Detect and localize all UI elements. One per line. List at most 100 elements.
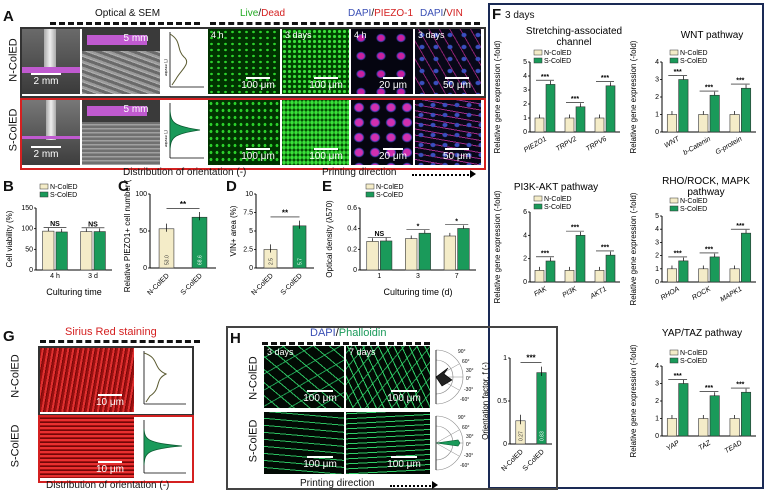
header-dash <box>50 22 200 25</box>
panel-label-f: F <box>492 6 502 23</box>
bar-f3-2-1 <box>605 254 616 283</box>
sirius-red-s: 10 μm <box>40 417 134 478</box>
chart-h: 0 0.5 1 Orientation factor, f (-) 0.27 N-ColE… <box>481 354 552 473</box>
bar-e-0-1 <box>380 240 393 271</box>
polar-n-90: 90° <box>458 349 466 355</box>
annotation-f3-1: *** <box>571 225 579 232</box>
bar-f3-1-0 <box>564 270 575 283</box>
a-row-top-frame <box>20 27 486 98</box>
annotation-f2-0: *** <box>674 69 682 76</box>
legend-swatch-b-0 <box>39 183 49 190</box>
legend-swatch-f1-0 <box>533 49 543 56</box>
x-tick-label-e-0: 1 <box>377 273 381 280</box>
g-row-top: N-ColED <box>9 354 22 398</box>
a-row-top-label: N-ColED <box>7 38 20 82</box>
polar-s-0: 0° <box>466 442 471 448</box>
header-optical-sem: Optical & SEM <box>95 8 161 19</box>
annotation-f5-1: *** <box>705 385 713 392</box>
x-tick-label-f2-1: b-Catenin <box>682 136 712 157</box>
vin-3d-s: 50 μm <box>415 100 481 165</box>
legend-label-f2-1: S-ColED <box>680 58 707 65</box>
header-vin: DAPI/VIN <box>420 8 463 19</box>
bar-e-1-0 <box>405 238 418 271</box>
time-4h-piezo: 4 h <box>354 30 367 40</box>
y-tick-label-f1-1: 1 <box>523 115 527 122</box>
y-tick-label-f5-4: 4 <box>655 363 659 370</box>
chart-title-f3-0: PI3K-AKT pathway <box>514 182 598 193</box>
legend-swatch-f3-1 <box>533 203 543 210</box>
value-label-c-1: 68.6 <box>198 255 204 265</box>
y-tick-label-e-3: 0.6 <box>347 205 357 212</box>
x-tick-label-d-1: S-ColED <box>280 272 304 296</box>
y-tick-label-f4-1: 1 <box>655 266 659 273</box>
phalloidin-3d-n: 3 days 100 μm <box>264 346 344 408</box>
annotation-f3-2: *** <box>601 245 609 252</box>
chart-e: 0 0.2 0.4 0.6 Optical density (λ570) NS 1 * 3 * 7 N… <box>325 183 476 297</box>
scale-100-s1: 100 μm <box>241 151 275 162</box>
g-row-bottom: S-ColED <box>9 424 22 468</box>
annotation-f2-1: *** <box>705 85 713 92</box>
bar-b-1-0 <box>80 231 93 271</box>
x-tick-label-f5-0: YAP <box>665 440 681 453</box>
panel-f-frame <box>488 3 764 489</box>
x-tick-label-f4-1: ROCK <box>691 286 712 302</box>
legend-swatch-f4-0 <box>669 197 679 204</box>
bar-b-0-1 <box>55 231 68 271</box>
bar-f1-1-1 <box>575 106 586 133</box>
bar-f5-1-0 <box>698 418 709 437</box>
h-title: DAPI/Phalloidin <box>310 327 386 339</box>
y-axis-label-f2: Relative gene expression (-fold) <box>629 40 638 153</box>
y-tick-label-f4-3: 3 <box>655 239 659 246</box>
y-tick-label-f5-2: 2 <box>655 398 659 405</box>
phalloidin-7d-n: 7 days 100 μm <box>346 346 430 408</box>
bar-f4-1-0 <box>698 268 709 283</box>
bar-f2-2-1 <box>741 87 752 133</box>
y-tick-label-e-2: 0.4 <box>347 226 357 233</box>
annotation-c: ** <box>180 200 187 209</box>
a-row-bottom-frame <box>20 98 486 170</box>
header-piezo-label: PIEZO-1 <box>374 8 414 19</box>
y-tick-label-f1-4: 4 <box>523 73 527 80</box>
x-tick-label-b-0: 4 h <box>50 273 60 280</box>
y-tick-label-b-0: 0 <box>29 267 33 274</box>
bar-f2-1-1 <box>709 94 720 133</box>
legend-swatch-f3-0 <box>533 195 543 202</box>
bar-b-1-1 <box>93 231 106 271</box>
annotation-e-1: * <box>417 223 420 230</box>
y-tick-label-f3-3: 6 <box>523 209 527 216</box>
y-tick-label-f2-1: 1 <box>655 112 659 119</box>
value-label-d-1: 5.7 <box>298 258 304 265</box>
y-tick-label-d-2: 5 <box>249 228 253 235</box>
y-tick-label-c-1: 50 <box>139 228 147 235</box>
polar-s-60: 60° <box>462 425 470 431</box>
h-scale-3: 100 μm <box>303 459 337 470</box>
h-row-bottom: S-ColED <box>247 419 260 463</box>
x-tick-label-b-1: 3 d <box>88 273 98 280</box>
bar-f4-1-1 <box>709 256 720 283</box>
orientation-plot-s: (°) eezibe <box>162 100 206 165</box>
x-tick-label-f4-2: MAPK1 <box>719 286 743 304</box>
y-tick-label-h-2: 1 <box>503 355 507 362</box>
scale-20-s: 20 μm <box>379 151 407 162</box>
panel-h-frame <box>226 326 558 490</box>
annotation-f4-1: *** <box>705 247 713 254</box>
g-frame-bottom <box>38 415 194 483</box>
annotation-f1-2: *** <box>601 75 609 82</box>
bar-f5-2-1 <box>741 391 752 437</box>
x-tick-label-f1-0: PIEZO1 <box>523 136 548 155</box>
g-scale-s: 10 μm <box>96 464 124 475</box>
h-title-phalloidin: Phalloidin <box>338 327 387 339</box>
polar-s-m30: -30° <box>464 453 473 459</box>
annotation-f4-2: *** <box>736 223 744 230</box>
header-dapi2: DAPI <box>420 8 444 19</box>
polar-s-30: 30° <box>466 434 474 440</box>
bar-e-2-0 <box>443 235 456 271</box>
y-tick-label-h-1: 0.5 <box>497 398 507 405</box>
y-axis-label-h: Orientation factor, f (-) <box>481 362 490 440</box>
legend-swatch-f5-1 <box>669 357 679 364</box>
header-slash3: / <box>443 8 447 19</box>
y-tick-label-d-4: 10 <box>245 191 253 198</box>
legend-swatch-f2-1 <box>669 57 679 64</box>
annotation-b-1: NS <box>88 222 98 229</box>
scale-100-n1: 100 μm <box>241 80 275 91</box>
